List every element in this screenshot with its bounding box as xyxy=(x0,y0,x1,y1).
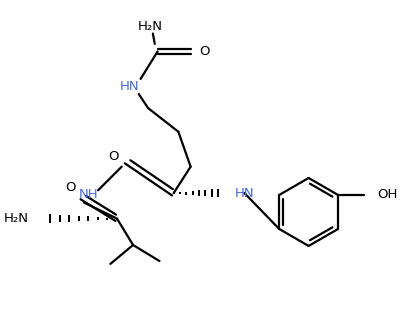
Text: H₂N: H₂N xyxy=(138,20,162,33)
Text: HN: HN xyxy=(235,186,255,200)
Text: O: O xyxy=(108,150,118,163)
Text: H₂N: H₂N xyxy=(4,212,29,225)
Text: HN: HN xyxy=(120,80,139,93)
Text: O: O xyxy=(66,181,76,194)
Text: OH: OH xyxy=(378,188,398,202)
Text: NH: NH xyxy=(79,188,98,202)
Text: O: O xyxy=(199,45,210,58)
